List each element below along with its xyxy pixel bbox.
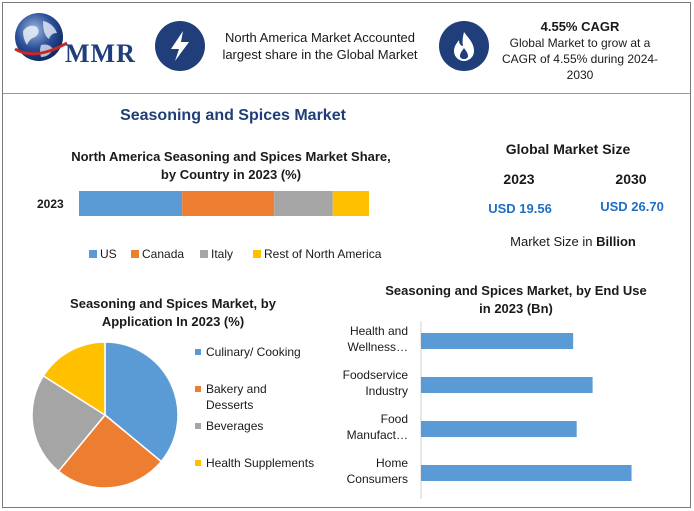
- enduse-bar-2: [421, 421, 577, 437]
- market-size-unit-bold: Billion: [596, 234, 636, 249]
- legend-label-3: Rest of North America: [264, 247, 382, 261]
- flame-badge: [439, 21, 489, 71]
- enduse-category-label-0: Health and Wellness…: [348, 324, 408, 354]
- pie-slice-2: [31, 374, 107, 473]
- pie-legend-label-2: Beverages: [206, 419, 263, 433]
- market-size-title: Global Market Size: [505, 141, 631, 157]
- legend-label-1: Canada: [142, 247, 184, 261]
- pie-legend-swatch-0: [195, 349, 201, 355]
- stacked-bar-segment-0: [79, 191, 183, 216]
- pie-slice-1: [57, 413, 163, 489]
- enduse-category-label-2: Food Manufact…: [347, 412, 408, 442]
- legend-label-0: US: [100, 247, 117, 261]
- legend-swatch-3: [253, 250, 261, 258]
- pie-legend-swatch-3: [195, 460, 201, 466]
- cagr-text: Global Market to grow at a CAGR of 4.55%…: [501, 36, 659, 82]
- enduse-category-label-1: Foodservice Industry: [343, 368, 409, 398]
- market-size-year-2023: 2023: [503, 171, 535, 187]
- pie-slice-0: [104, 341, 179, 463]
- logo-text: MMR: [65, 39, 136, 68]
- stacked-bar-segment-3: [332, 191, 369, 216]
- pie-legend-label-3: Health Supplements: [206, 456, 314, 470]
- info-north-america: North America Market Accounted largest s…: [222, 30, 418, 62]
- pie-legend-swatch-1: [195, 386, 201, 392]
- main-title: Seasoning and Spices Market: [120, 107, 346, 124]
- lightning-badge: [155, 21, 205, 71]
- legend-swatch-1: [131, 250, 139, 258]
- pie-legend-swatch-2: [195, 423, 201, 429]
- market-size-value-2030: USD 26.70: [600, 199, 664, 214]
- enduse-bar-0: [421, 333, 574, 349]
- application-pie-chart: Culinary/ Cooking Bakery and Desserts Bever…: [31, 341, 314, 489]
- pie-legend-label-0: Culinary/ Cooking: [206, 345, 301, 359]
- market-size-value-2023: USD 19.56: [488, 201, 552, 216]
- enduse-bar-1: [421, 377, 593, 393]
- legend-swatch-2: [200, 250, 208, 258]
- lightning-icon: [171, 31, 189, 61]
- flame-icon: [454, 32, 474, 61]
- country-share-chart: 2023 US Canada Italy Rest of North America: [37, 191, 382, 261]
- enduse-bar-3: [421, 465, 632, 481]
- header-divider: [3, 93, 690, 94]
- pie-slice-3: [42, 341, 106, 417]
- country-chart-title: North America Seasoning and Spices Marke…: [71, 149, 391, 182]
- legend-label-2: Italy: [211, 247, 233, 261]
- market-size-unit: Market Size in Billion: [483, 234, 663, 249]
- market-size-year-2030: 2030: [615, 171, 647, 187]
- logo: MMR: [9, 9, 139, 69]
- legend-swatch-0: [89, 250, 97, 258]
- cagr-title: 4.55% CAGR: [540, 19, 620, 34]
- pie-legend-label-1: Bakery and Desserts: [206, 382, 267, 412]
- info-cagr: 4.55% CAGR Global Market to grow at a CA…: [495, 19, 665, 83]
- stacked-category-label: 2023: [37, 197, 64, 211]
- enduse-bar-chart: Health and Wellness… Foodservice Industry Fo…: [343, 321, 632, 499]
- market-size-unit-prefix: Market Size in: [510, 234, 597, 249]
- application-chart-title: Seasoning and Spices Market, by Applicat…: [70, 296, 276, 329]
- stacked-bar-segment-1: [182, 191, 275, 216]
- stacked-bar-segment-2: [274, 191, 333, 216]
- header: MMR North America Market Accounted large…: [3, 3, 690, 103]
- globe-icon: [14, 13, 68, 61]
- enduse-category-label-3: Home Consumers: [347, 456, 409, 486]
- enduse-chart-title: Seasoning and Spices Market, by End Use …: [385, 283, 647, 316]
